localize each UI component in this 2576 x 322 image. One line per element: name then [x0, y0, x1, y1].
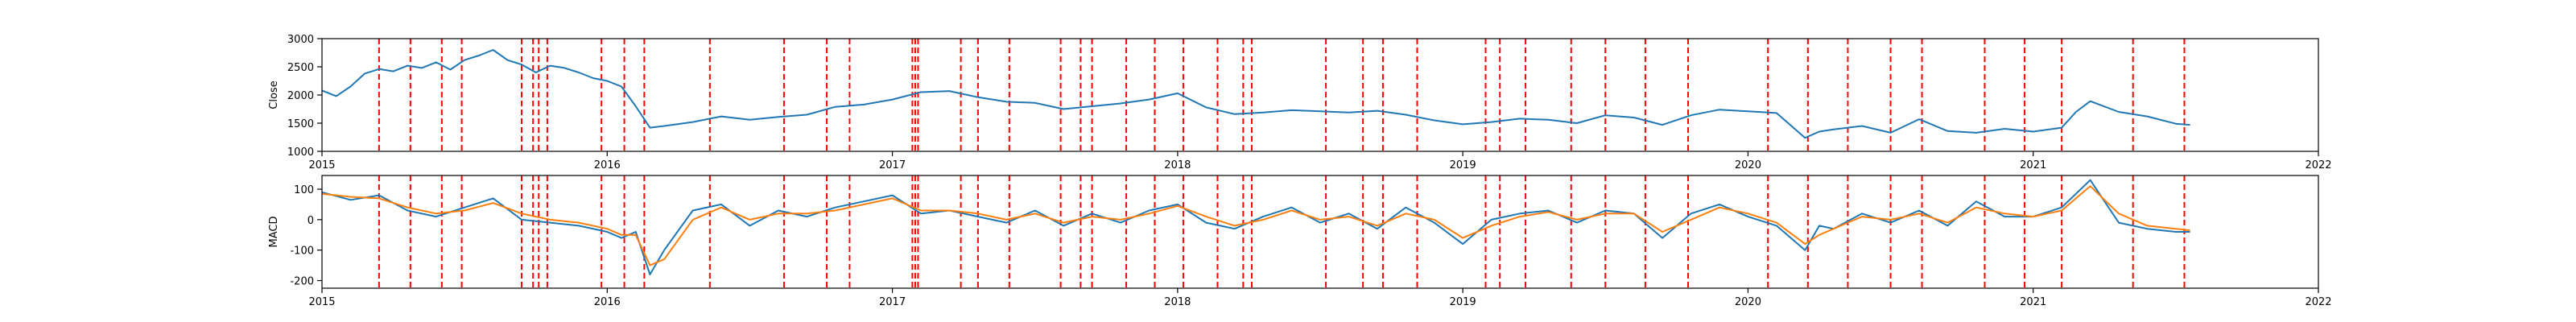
close-x-tick-label-4: 2019 [1450, 159, 1476, 171]
macd-axes-frame [321, 175, 2319, 289]
close-signal-lines [378, 39, 2186, 151]
close-x-tick-label-1: 2016 [594, 159, 621, 171]
macd-y-tick-label-3: 100 [294, 184, 314, 196]
macd-x-tick-label-5: 2020 [1735, 296, 1761, 308]
close-y-tick-label-2: 2000 [287, 90, 314, 102]
close-y-axis-label: Close [268, 80, 280, 109]
macd-x-tick-label-1: 2016 [594, 296, 621, 308]
close-y-tick-label-4: 3000 [287, 34, 314, 46]
macd-panel: 2015 2016 2017 2018 2019 2020 2021 2022 -200 -100… [268, 175, 2332, 308]
macd-y-axis-label: MACD [268, 217, 280, 248]
macd-x-tick-label-6: 2021 [2020, 296, 2046, 308]
close-x-tick-label-6: 2021 [2020, 159, 2046, 171]
close-axes-frame [321, 38, 2319, 152]
macd-y-tick-label-0: -200 [290, 276, 314, 288]
macd-x-tick-label-0: 2015 [308, 296, 335, 308]
close-panel: 2015 2016 2017 2018 2019 2020 2021 2022 1000 1500… [268, 34, 2332, 171]
macd-x-tick-label-3: 2018 [1164, 296, 1191, 308]
macd-signal-lines [378, 175, 2186, 288]
close-y-tick-label-0: 1000 [287, 147, 314, 159]
macd-x-tick-label-2: 2017 [879, 296, 906, 308]
close-x-tick-label-0: 2015 [308, 159, 335, 171]
macd-series-line-1 [321, 185, 2190, 266]
macd-x-tick-label-7: 2022 [2305, 296, 2331, 308]
close-x-tick-label-7: 2022 [2305, 159, 2331, 171]
close-y-tick-label-3: 2500 [287, 62, 314, 74]
close-x-tick-label-5: 2020 [1735, 159, 1761, 171]
macd-y-tick-label-2: 0 [308, 215, 314, 227]
close-x-tick-label-2: 2017 [879, 159, 906, 171]
macd-x-tick-label-4: 2019 [1450, 296, 1476, 308]
close-y-tick-label-1: 1500 [287, 118, 314, 130]
close-x-tick-label-3: 2018 [1164, 159, 1191, 171]
close-series-line-0 [321, 49, 2190, 139]
macd-y-tick-label-1: -100 [290, 246, 314, 258]
